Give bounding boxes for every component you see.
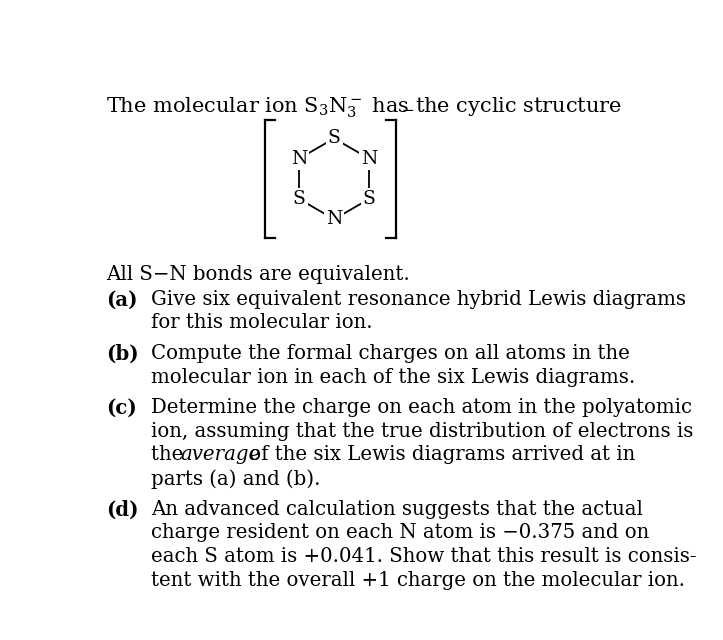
- Text: the: the: [151, 445, 189, 465]
- Text: The molecular ion $\mathregular{S_3N_3^-}$ has the cyclic structure: The molecular ion $\mathregular{S_3N_3^-…: [106, 95, 622, 120]
- Text: S: S: [293, 190, 306, 208]
- Text: average: average: [181, 445, 261, 465]
- Text: Determine the charge on each atom in the polyatomic: Determine the charge on each atom in the…: [151, 398, 692, 417]
- Text: Compute the formal charges on all atoms in the: Compute the formal charges on all atoms …: [151, 344, 630, 363]
- Text: (d): (d): [106, 500, 139, 520]
- Text: parts (a) and (b).: parts (a) and (b).: [151, 469, 320, 489]
- Text: All S−N bonds are equivalent.: All S−N bonds are equivalent.: [106, 265, 410, 284]
- Text: ion, assuming that the true distribution of electrons is: ion, assuming that the true distribution…: [151, 422, 693, 441]
- Text: molecular ion in each of the six Lewis diagrams.: molecular ion in each of the six Lewis d…: [151, 367, 635, 387]
- Text: N: N: [291, 150, 307, 168]
- Text: for this molecular ion.: for this molecular ion.: [151, 314, 372, 332]
- Text: N: N: [361, 150, 377, 168]
- Text: charge resident on each N atom is −0.375 and on: charge resident on each N atom is −0.375…: [151, 524, 649, 542]
- Text: (c): (c): [106, 398, 137, 418]
- Text: of the six Lewis diagrams arrived at in: of the six Lewis diagrams arrived at in: [243, 445, 636, 465]
- Text: (a): (a): [106, 290, 137, 310]
- Text: Give six equivalent resonance hybrid Lewis diagrams: Give six equivalent resonance hybrid Lew…: [151, 290, 686, 308]
- Text: $-$: $-$: [401, 102, 414, 116]
- Text: N: N: [326, 210, 342, 228]
- Text: tent with the overall +1 charge on the molecular ion.: tent with the overall +1 charge on the m…: [151, 571, 685, 589]
- Text: S: S: [363, 190, 375, 208]
- Text: (b): (b): [106, 344, 139, 364]
- Text: An advanced calculation suggests that the actual: An advanced calculation suggests that th…: [151, 500, 643, 518]
- Text: each S atom is +0.041. Show that this result is consis-: each S atom is +0.041. Show that this re…: [151, 547, 696, 566]
- Text: S: S: [328, 129, 341, 147]
